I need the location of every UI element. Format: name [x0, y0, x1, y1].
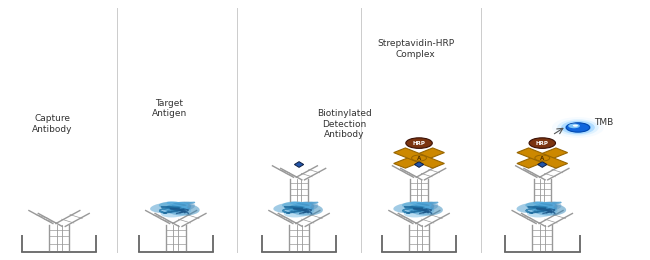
Ellipse shape — [404, 206, 434, 217]
Circle shape — [566, 123, 590, 132]
Text: Target
Antigen: Target Antigen — [151, 99, 187, 118]
Polygon shape — [517, 148, 567, 168]
Ellipse shape — [539, 201, 562, 211]
Polygon shape — [517, 148, 567, 168]
Text: TMB: TMB — [594, 118, 614, 127]
Text: HRP: HRP — [413, 141, 426, 146]
Ellipse shape — [531, 203, 566, 216]
Ellipse shape — [284, 206, 315, 217]
Circle shape — [561, 121, 595, 134]
Text: Streptavidin-HRP
Complex: Streptavidin-HRP Complex — [377, 40, 454, 59]
Ellipse shape — [172, 201, 195, 211]
Polygon shape — [294, 162, 304, 167]
Ellipse shape — [525, 202, 552, 210]
Polygon shape — [538, 162, 547, 167]
Text: A: A — [540, 155, 545, 160]
Polygon shape — [415, 162, 424, 167]
Ellipse shape — [408, 203, 443, 216]
Circle shape — [573, 125, 578, 127]
Polygon shape — [394, 148, 445, 168]
Circle shape — [529, 138, 556, 148]
Circle shape — [557, 119, 599, 136]
Ellipse shape — [415, 201, 438, 211]
Ellipse shape — [273, 202, 315, 213]
Ellipse shape — [165, 203, 200, 216]
Text: HRP: HRP — [536, 141, 549, 146]
Ellipse shape — [159, 202, 187, 210]
Ellipse shape — [150, 202, 191, 213]
Ellipse shape — [402, 202, 430, 210]
Circle shape — [565, 122, 591, 133]
Circle shape — [568, 124, 580, 128]
Circle shape — [535, 155, 550, 161]
Text: A: A — [417, 155, 421, 160]
Ellipse shape — [296, 201, 318, 211]
Ellipse shape — [161, 206, 191, 217]
Ellipse shape — [282, 202, 309, 210]
Ellipse shape — [517, 202, 558, 213]
Text: Capture
Antibody: Capture Antibody — [32, 114, 73, 134]
Circle shape — [406, 138, 432, 148]
Ellipse shape — [288, 203, 323, 216]
Circle shape — [552, 117, 604, 138]
Ellipse shape — [393, 202, 434, 213]
Text: Biotinylated
Detection
Antibody: Biotinylated Detection Antibody — [317, 109, 372, 139]
Polygon shape — [394, 148, 445, 168]
Circle shape — [411, 155, 426, 161]
Ellipse shape — [527, 206, 558, 217]
